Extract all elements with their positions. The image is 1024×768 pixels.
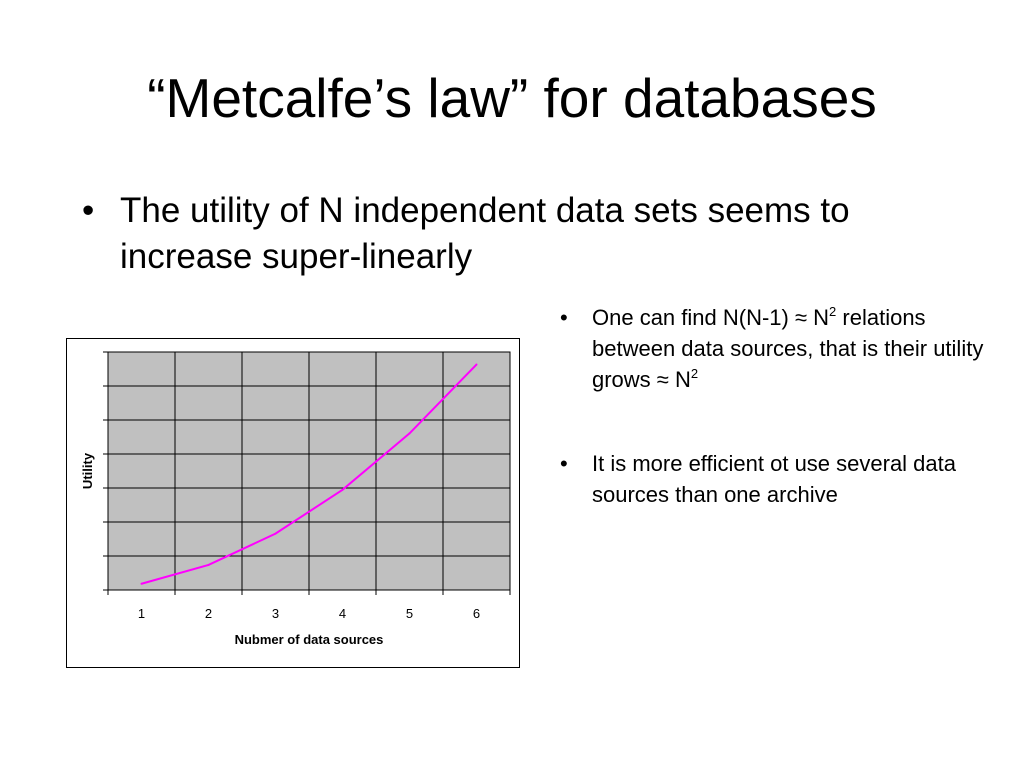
bullet-marker: • <box>560 305 568 330</box>
utility-chart: 1 2 3 4 5 6 Nubmer of data sources Utility <box>66 338 520 668</box>
data-point <box>140 582 143 585</box>
y-axis-title: Utility <box>80 452 95 489</box>
x-axis-title: Nubmer of data sources <box>235 632 384 647</box>
x-tick-label: 1 <box>138 606 145 621</box>
data-point <box>341 488 344 491</box>
relations-text-start: One can find N(N-1) ≈ N <box>592 305 830 330</box>
x-tick-label: 6 <box>473 606 480 621</box>
sub-bullet-list: • One can find N(N-1) ≈ N2 relations bet… <box>560 302 1000 510</box>
data-point <box>207 563 210 566</box>
bullet-marker: • <box>560 451 568 476</box>
chart-canvas: 1 2 3 4 5 6 Nubmer of data sources Utility <box>80 351 511 647</box>
sub-bullet-efficiency: • It is more efficient ot use several da… <box>560 448 1000 510</box>
relations-text-middle: relations between data sources, that is … <box>592 305 984 392</box>
data-point <box>475 363 478 366</box>
exponent: 2 <box>829 303 837 319</box>
x-tick-label: 4 <box>339 606 346 621</box>
efficiency-text: It is more efficient ot use several data… <box>592 451 956 507</box>
data-point <box>274 532 277 535</box>
x-tick-label: 2 <box>205 606 212 621</box>
bullet-marker: • <box>82 191 95 230</box>
data-point <box>408 432 411 435</box>
x-tick-label: 3 <box>272 606 279 621</box>
sub-bullet-relations: • One can find N(N-1) ≈ N2 relations bet… <box>560 302 1000 395</box>
slide-title: “Metcalfe’s law” for databases <box>147 67 877 129</box>
series-line <box>141 363 478 585</box>
exponent: 2 <box>690 365 699 381</box>
main-bullet-text: The utility of N independent data sets s… <box>120 191 850 276</box>
x-tick-label: 5 <box>406 606 413 621</box>
